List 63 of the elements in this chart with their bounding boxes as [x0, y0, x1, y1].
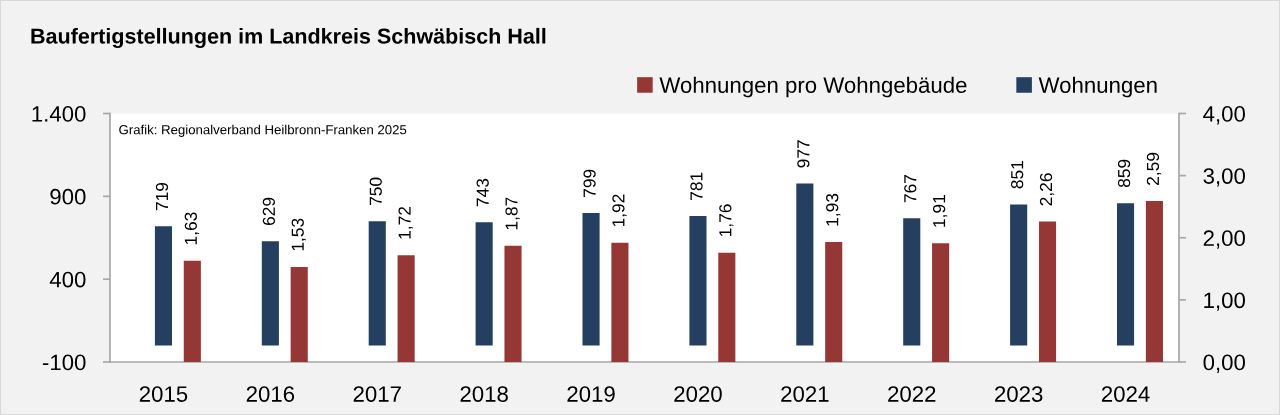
y-tick-label: 1.400	[32, 106, 86, 122]
data-label: 2,26	[1039, 173, 1055, 206]
data-label: 629	[262, 197, 276, 226]
data-label: 750	[369, 177, 382, 206]
data-label: 781	[690, 172, 703, 200]
bar	[611, 242, 629, 362]
data-label: 1,92	[612, 194, 627, 227]
x-tick-label: 2019	[567, 386, 615, 402]
bar	[689, 216, 707, 346]
annotation: Grafik: Regionalverband Heilbronn-Franken 2025	[119, 124, 407, 137]
data-label: 851	[1011, 161, 1024, 189]
x-tick-label: 2018	[460, 386, 508, 402]
bar	[154, 226, 172, 346]
y2-tick-label: 0,00	[1203, 354, 1245, 373]
x-tick-label: 2015	[139, 386, 188, 402]
x-tick-label: 2016	[246, 386, 295, 402]
data-label: 719	[155, 182, 169, 211]
bar	[397, 255, 415, 362]
y2-tick-label: 2,00	[1203, 230, 1245, 249]
y2-tick-label: 1,00	[1204, 292, 1245, 311]
x-tick-label: 2017	[353, 386, 401, 402]
bar	[1010, 204, 1028, 346]
bar	[1117, 203, 1135, 346]
data-label: 1,72	[398, 206, 413, 239]
bar	[796, 183, 814, 346]
data-label: 799	[583, 169, 596, 197]
data-label: 1,63	[184, 212, 200, 245]
data-label: 859	[1117, 159, 1131, 188]
bar	[718, 252, 736, 362]
bar	[932, 243, 950, 362]
y-tick-label: 900	[50, 188, 86, 205]
bar	[290, 266, 308, 362]
bar	[261, 241, 279, 346]
bar	[504, 245, 522, 362]
bar	[1145, 201, 1163, 362]
data-label: 1,93	[826, 193, 841, 226]
x-tick-label: 2021	[781, 386, 829, 402]
bar	[825, 242, 843, 362]
x-tick-label: 2020	[674, 386, 722, 402]
data-label: 1,76	[719, 204, 734, 237]
data-label: 743	[476, 178, 489, 207]
data-label: 1,53	[291, 218, 306, 251]
data-label: 2,59	[1146, 152, 1162, 185]
data-label: 1,91	[932, 195, 948, 227]
y2-tick-label: 4,00	[1203, 106, 1245, 125]
legend-label: Wohnungen	[1038, 76, 1157, 98]
x-tick-label: 2023	[995, 386, 1043, 402]
x-tick-label: 2022	[888, 386, 936, 402]
y-tick-label: 400	[49, 271, 86, 288]
bar	[183, 260, 201, 362]
data-label: 767	[904, 174, 917, 203]
bar	[475, 222, 493, 346]
bar	[903, 218, 921, 346]
data-label: 977	[797, 140, 810, 168]
legend-label: Wohnungen pro Wohngebäude	[659, 76, 967, 98]
data-label: 1,87	[505, 197, 520, 230]
y-tick-label: -100	[42, 354, 86, 371]
chart-title: Baufertigstellungen im Landkreis Schwäbisch Hall	[31, 27, 546, 49]
bar	[582, 213, 600, 346]
bar	[368, 221, 386, 346]
bar	[1038, 221, 1057, 362]
x-tick-label: 2024	[1101, 386, 1150, 402]
y2-tick-label: 3,00	[1203, 168, 1245, 187]
